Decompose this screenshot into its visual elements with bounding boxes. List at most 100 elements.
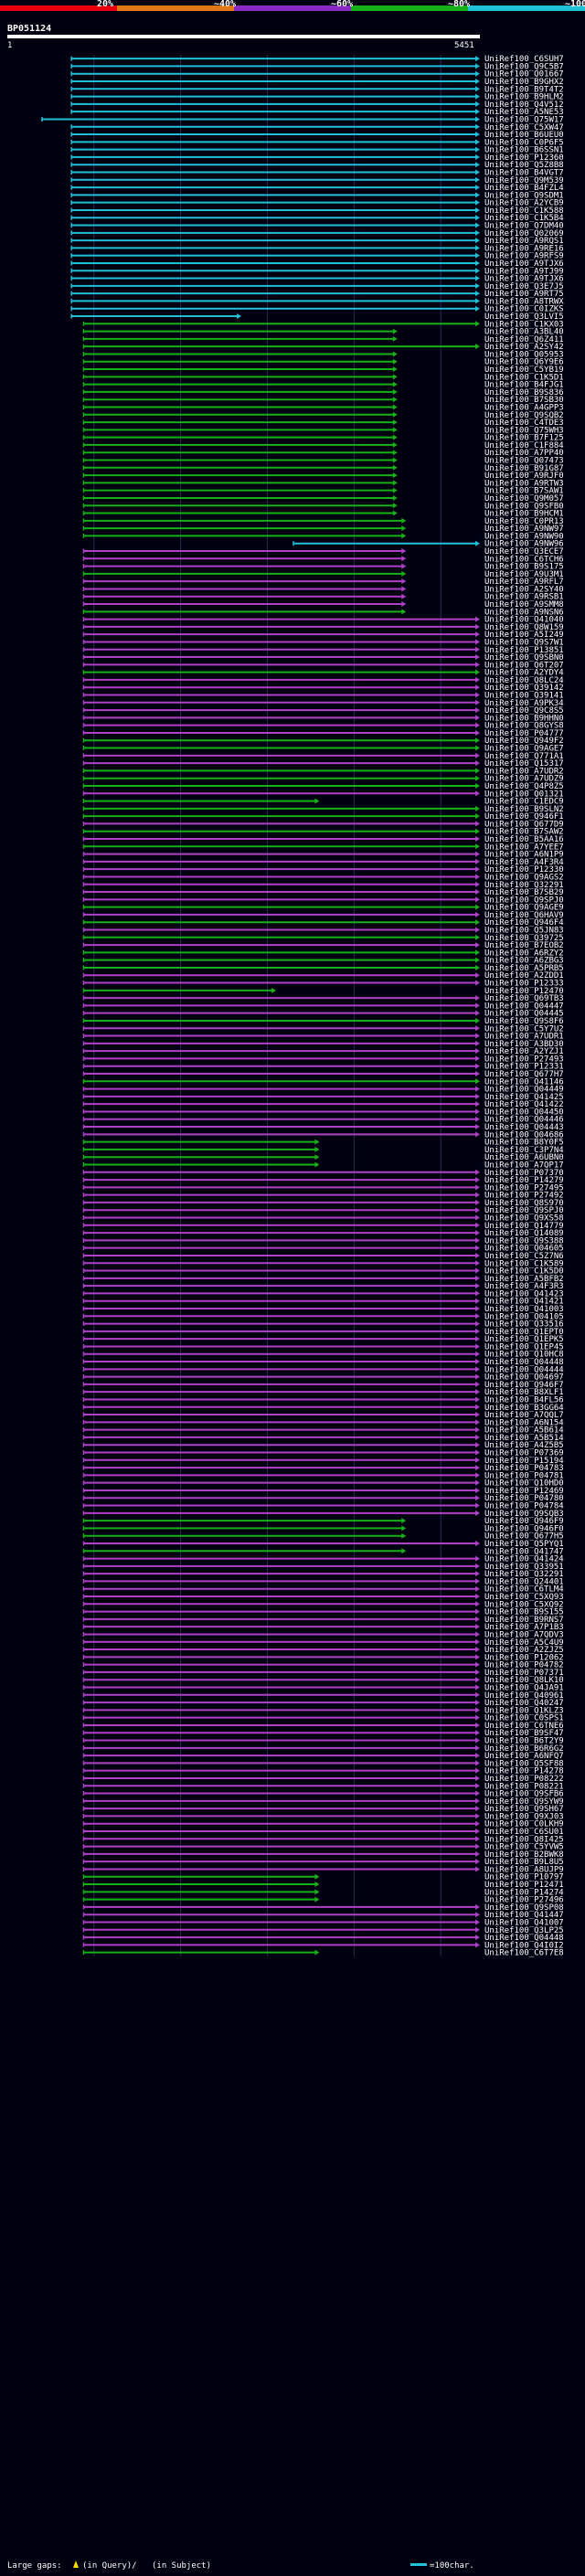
hit-row[interactable]: UniRef100_Q04605 <box>82 1245 564 1254</box>
hit-row[interactable]: UniRef100_Q05953 <box>82 350 564 359</box>
hit-label[interactable]: UniRef100_A3BL40 <box>484 328 564 337</box>
hit-label[interactable]: UniRef100_Q5SF88 <box>484 1759 564 1768</box>
hit-label[interactable]: UniRef100_Q05953 <box>484 350 564 359</box>
hit-row[interactable]: UniRef100_Q6T207 <box>82 661 564 670</box>
hit-label[interactable]: UniRef100_Q9S388 <box>484 1236 564 1246</box>
hit-label[interactable]: UniRef100_Q8S970 <box>484 1199 564 1208</box>
hit-row[interactable]: UniRef100_Q41003 <box>82 1305 564 1314</box>
hit-row[interactable]: UniRef100_Q8GYS8 <box>82 722 564 731</box>
hit-label[interactable]: UniRef100_Q04448 <box>484 1934 564 1943</box>
hit-label[interactable]: UniRef100_A4GPP3 <box>484 403 564 412</box>
hit-label[interactable]: UniRef100_P08221 <box>484 1782 564 1791</box>
hit-row[interactable]: UniRef100_C3P7N4 <box>82 1146 564 1155</box>
hit-row[interactable]: UniRef100_A9RQS1 <box>70 237 564 246</box>
hit-row[interactable]: UniRef100_A6ZBG3 <box>82 957 564 966</box>
hit-label[interactable]: UniRef100_A6UBN0 <box>484 1153 564 1162</box>
hit-label[interactable]: UniRef100_A2SY40 <box>484 585 564 594</box>
hit-row[interactable]: UniRef100_Q9SPJ0 <box>82 896 564 905</box>
hit-label[interactable]: UniRef100_Q41421 <box>484 1298 564 1307</box>
hit-label[interactable]: UniRef100_Q4P8Z5 <box>484 782 564 791</box>
hit-row[interactable]: UniRef100_Q04448 <box>82 1358 564 1367</box>
hit-label[interactable]: UniRef100_A2SY42 <box>484 343 564 352</box>
hit-label[interactable]: UniRef100_B6UEU0 <box>484 131 564 140</box>
hit-row[interactable]: UniRef100_C5XQ93 <box>82 1593 564 1602</box>
hit-row[interactable]: UniRef100_Q41007 <box>82 1918 564 1927</box>
hit-row[interactable]: UniRef100_C5XW47 <box>70 123 564 133</box>
hit-label[interactable]: UniRef100_Q5Z8B8 <box>484 161 564 170</box>
hit-row[interactable]: UniRef100_Q5PYQ1 <box>82 1540 564 1549</box>
hit-row[interactable]: UniRef100_C6TLM4 <box>82 1585 564 1595</box>
hit-label[interactable]: UniRef100_Q41747 <box>484 1547 564 1556</box>
hit-row[interactable]: UniRef100_Q24401 <box>82 1577 564 1586</box>
hit-row[interactable]: UniRef100_B8XLF1 <box>82 1388 564 1397</box>
hit-row[interactable]: UniRef100_P27492 <box>82 1192 564 1201</box>
hit-label[interactable]: UniRef100_A4F3R4 <box>484 858 564 867</box>
hit-label[interactable]: UniRef100_Q32291 <box>484 881 564 890</box>
hit-label[interactable]: UniRef100_B91G87 <box>484 464 564 473</box>
hit-label[interactable]: UniRef100_C5XW47 <box>484 123 564 133</box>
hit-row[interactable]: UniRef100_Q3LP25 <box>82 1926 564 1935</box>
hit-label[interactable]: UniRef100_Q14779 <box>484 1222 564 1231</box>
hit-row[interactable]: UniRef100_Q41423 <box>82 1289 564 1299</box>
hit-label[interactable]: UniRef100_A9TJX6 <box>484 260 564 269</box>
hit-label[interactable]: UniRef100_Q3ECE7 <box>484 547 564 557</box>
hit-row[interactable]: UniRef100_C6TCH6 <box>82 555 564 564</box>
hit-label[interactable]: UniRef100_Q677H7 <box>484 1070 564 1079</box>
hit-label[interactable]: UniRef100_Q9C8S5 <box>484 706 564 716</box>
hit-row[interactable]: UniRef100_Q41421 <box>82 1298 564 1307</box>
hit-label[interactable]: UniRef100_Q40247 <box>484 1699 564 1708</box>
hit-label[interactable]: UniRef100_Q04447 <box>484 1002 564 1011</box>
hit-row[interactable]: UniRef100_Q40247 <box>82 1699 564 1708</box>
hit-row[interactable]: UniRef100_A5B514 <box>82 1434 564 1443</box>
hit-label[interactable]: UniRef100_Q9SPJ0 <box>484 896 564 905</box>
hit-row[interactable]: UniRef100_A2ZDD1 <box>82 971 564 981</box>
hit-row[interactable]: UniRef100_Q9SBN0 <box>82 653 564 663</box>
hit-label[interactable]: UniRef100_Q40961 <box>484 1691 564 1701</box>
hit-row[interactable]: UniRef100_A2YDY4 <box>82 669 564 678</box>
hit-row[interactable]: UniRef100_Q677D9 <box>82 820 564 829</box>
hit-row[interactable]: UniRef100_A9NW90 <box>82 532 564 541</box>
hit-label[interactable]: UniRef100_C5XQ93 <box>484 1593 564 1602</box>
hit-label[interactable]: UniRef100_Q949F2 <box>484 737 564 746</box>
hit-row[interactable]: UniRef100_A3BD30 <box>82 1040 564 1049</box>
hit-label[interactable]: UniRef100_Q04448 <box>484 1358 564 1367</box>
hit-row[interactable]: UniRef100_Q677H5 <box>82 1532 564 1542</box>
hit-row[interactable]: UniRef100_A4F3R4 <box>82 858 564 867</box>
hit-label[interactable]: UniRef100_C0LKH9 <box>484 1820 564 1829</box>
hit-row[interactable]: UniRef100_B9SLN2 <box>82 805 564 814</box>
hit-label[interactable]: UniRef100_C3P7N4 <box>484 1146 564 1155</box>
hit-label[interactable]: UniRef100_B4FL56 <box>484 1395 564 1405</box>
hit-label[interactable]: UniRef100_Q04446 <box>484 1116 564 1125</box>
hit-label[interactable]: UniRef100_A9RFL7 <box>484 578 564 587</box>
hit-row[interactable]: UniRef100_Q6HAV9 <box>82 911 564 920</box>
hit-label[interactable]: UniRef100_B9RNS7 <box>484 1616 564 1625</box>
hit-label[interactable]: UniRef100_A9U3M1 <box>484 570 564 579</box>
hit-label[interactable]: UniRef100_Q9SP08 <box>484 1903 564 1913</box>
hit-label[interactable]: UniRef100_A4F3R3 <box>484 1282 564 1291</box>
hit-row[interactable]: UniRef100_Q04444 <box>82 1365 564 1374</box>
hit-row[interactable]: UniRef100_P15194 <box>82 1457 564 1466</box>
hit-label[interactable]: UniRef100_P27492 <box>484 1192 564 1201</box>
hit-row[interactable]: UniRef100_A9NSN6 <box>82 608 564 617</box>
hit-label[interactable]: UniRef100_B7EOB2 <box>484 941 564 950</box>
hit-row[interactable]: UniRef100_P12333 <box>82 980 564 989</box>
hit-row[interactable]: UniRef100_Q5JN83 <box>82 926 564 935</box>
hit-label[interactable]: UniRef100_A5PRB5 <box>484 964 564 973</box>
hit-label[interactable]: UniRef100_Q3LVI5 <box>484 313 564 322</box>
hit-label[interactable]: UniRef100_Q9M057 <box>484 494 564 504</box>
hit-label[interactable]: UniRef100_Q41447 <box>484 1911 564 1920</box>
hit-label[interactable]: UniRef100_Q9AGE7 <box>484 745 564 754</box>
hit-row[interactable]: UniRef100_Q41425 <box>82 1093 564 1102</box>
hit-row[interactable]: UniRef100_Q04447 <box>82 1002 564 1011</box>
hit-row[interactable]: UniRef100_A9RFS9 <box>70 252 564 261</box>
hit-row[interactable]: UniRef100_Q1EPT0 <box>82 1328 564 1337</box>
hit-label[interactable]: UniRef100_Q9XJ03 <box>484 1812 564 1821</box>
hit-row[interactable]: UniRef100_Q9SP08 <box>82 1903 564 1913</box>
hit-label[interactable]: UniRef100_P04782 <box>484 1661 564 1670</box>
hit-label[interactable]: UniRef100_A7UDR1 <box>484 1033 564 1042</box>
hit-row[interactable]: UniRef100_Q10HD0 <box>82 1479 564 1489</box>
hit-row[interactable]: UniRef100_C1F884 <box>82 441 564 451</box>
hit-label[interactable]: UniRef100_A9PK34 <box>484 699 564 708</box>
hit-label[interactable]: UniRef100_Q6Y9E6 <box>484 358 564 367</box>
hit-row[interactable]: UniRef100_B6SSN1 <box>70 146 564 155</box>
